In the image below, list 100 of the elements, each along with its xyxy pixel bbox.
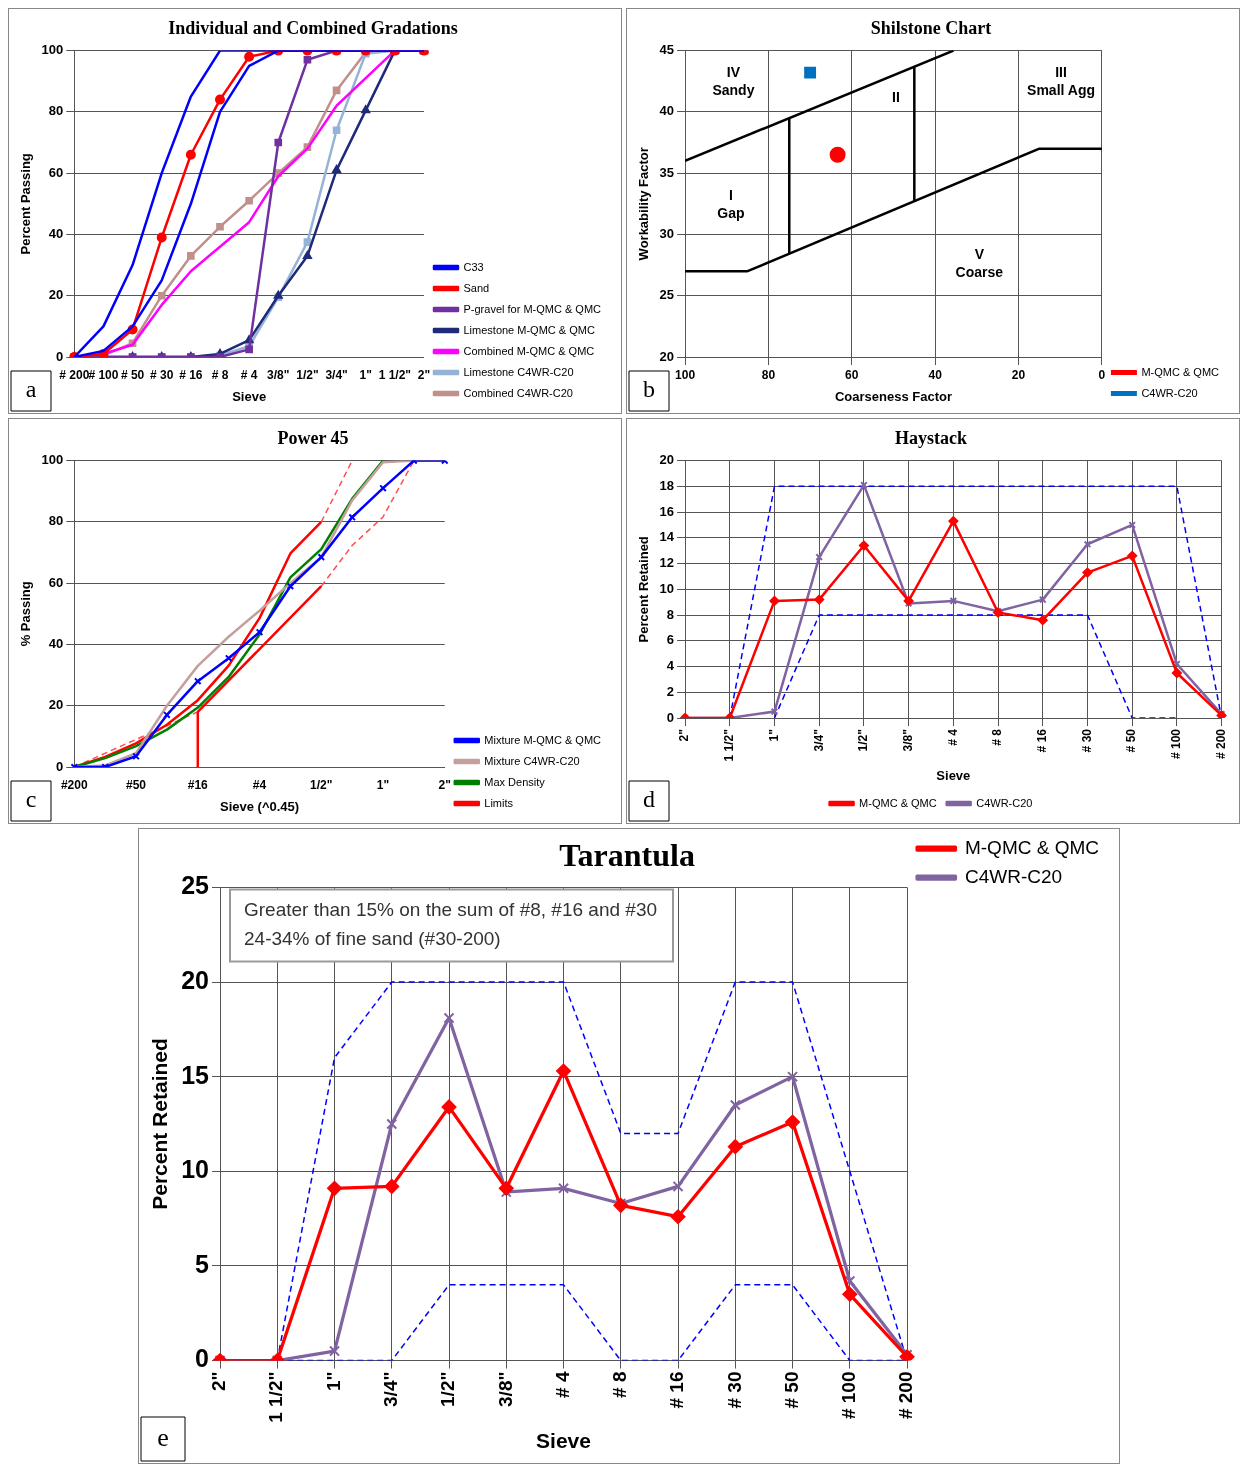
legend-label: Mixture C4WR-C20: [484, 754, 580, 767]
x-tick-label: # 8: [211, 367, 229, 382]
x-tick-label: # 30: [150, 367, 174, 382]
x-axis-title: Sieve: [936, 767, 971, 783]
y-tick-label: 0: [666, 709, 675, 725]
y-tick-label: 100: [41, 452, 64, 468]
x-tick-label: 1": [322, 1371, 344, 1392]
x-tick-label: # 16: [179, 367, 203, 382]
y-tick-label: 16: [659, 503, 675, 519]
x-tick-label: 1 1/2": [265, 1371, 287, 1423]
legend-label: Combined M-QMC & QMC: [463, 344, 595, 357]
x-tick-label: # 50: [120, 367, 145, 382]
y-tick-label: 10: [659, 580, 675, 596]
text: e: [157, 1422, 169, 1452]
y-tick-label: 60: [48, 574, 64, 590]
chart-title: Haystack: [895, 428, 967, 449]
x-tick-label: # 100: [1169, 728, 1184, 760]
legend-label: Limits: [484, 796, 514, 809]
annotation: Greater than 15% on the sum of #8, #16 and #30: [244, 899, 658, 921]
annotation: V Coarse: [955, 245, 1004, 280]
legend-label: M-QMC & QMC: [859, 796, 937, 809]
x-tick-label: 1": [376, 777, 390, 792]
y-tick-label: 20: [659, 452, 675, 468]
chart-title: Individual and Combined Gradations: [168, 18, 458, 39]
legend-label: C4WR-C20: [964, 865, 1063, 887]
x-tick-label: # 50: [780, 1371, 802, 1409]
x-tick-label: 2": [438, 777, 451, 792]
x-tick-label: 2": [417, 367, 431, 382]
y-tick-label: 18: [659, 477, 675, 493]
x-tick-label: 1": [359, 367, 372, 382]
x-tick-label: 20: [1011, 367, 1026, 382]
x-axis-title: Sieve (^0.45): [219, 798, 300, 814]
text: c: [25, 786, 37, 813]
x-tick-label: # 4: [240, 367, 258, 382]
x-tick-label: 1/2": [310, 777, 333, 792]
x-tick-label: 1 1/2": [378, 367, 412, 382]
legend-label: C4WR-C20: [976, 796, 1033, 809]
x-tick-label: #50: [126, 777, 147, 792]
legend-label: Limestone M-QMC & QMC: [463, 323, 595, 336]
legend-label: Max Density: [484, 775, 546, 788]
y-tick-label: 60: [48, 164, 64, 180]
x-tick-label: # 16: [1035, 728, 1050, 753]
legend-label: C4WR-C20: [1141, 386, 1198, 399]
y-tick-label: 8: [666, 606, 675, 622]
x-tick-label: #16: [187, 777, 209, 792]
y-tick-label: 6: [666, 632, 675, 648]
y-tick-label: 40: [48, 226, 64, 242]
x-tick-label: # 30: [723, 1371, 745, 1409]
x-axis-title: Sieve: [232, 388, 267, 404]
y-tick-label: 35: [659, 164, 675, 180]
y-tick-label: 14: [659, 529, 675, 545]
y-tick-label: 20: [659, 348, 675, 364]
x-tick-label: 0: [1098, 367, 1106, 382]
y-tick-label: 45: [659, 42, 675, 58]
x-tick-label: # 100: [838, 1371, 860, 1420]
y-tick-label: 15: [181, 1060, 210, 1089]
x-tick-label: #200: [60, 777, 88, 792]
text: a: [25, 376, 37, 403]
x-axis-title: Sieve: [536, 1429, 591, 1453]
y-tick-label: 100: [41, 42, 64, 58]
y-tick-label: 20: [181, 965, 210, 994]
y-tick-label: 0: [195, 1344, 210, 1373]
x-tick-label: 3/4": [325, 367, 348, 382]
annotation: III Small Agg: [1027, 64, 1096, 99]
x-tick-label: 1/2": [437, 1371, 459, 1407]
legend-label: M-QMC & QMC: [964, 836, 1100, 858]
chart-title: Tarantula: [559, 837, 695, 874]
legend-label: M-QMC & QMC: [1141, 365, 1220, 378]
x-tick-label: # 4: [945, 728, 960, 746]
legend-label: Combined C4WR-C20: [463, 386, 573, 399]
y-tick-label: 12: [659, 555, 675, 571]
x-tick-label: # 200: [59, 367, 90, 382]
text: b: [643, 376, 655, 403]
annotation: IV Sandy: [712, 64, 755, 99]
legend-label: P-gravel for M-QMC & QMC: [463, 302, 602, 315]
x-axis-title: Coarseness Factor: [834, 388, 953, 404]
y-tick-label: 20: [48, 697, 64, 713]
y-tick-label: 40: [659, 103, 675, 119]
x-tick-label: # 100: [88, 367, 119, 382]
x-tick-label: 1/2": [856, 729, 871, 752]
x-tick-label: # 50: [1124, 728, 1139, 753]
x-tick-label: 2": [208, 1371, 230, 1392]
x-tick-label: 1": [766, 729, 781, 742]
x-tick-label: # 8: [990, 728, 1005, 746]
x-tick-label: 1/2": [296, 367, 319, 382]
legend-label: Sand: [463, 281, 490, 294]
x-tick-label: # 8: [609, 1371, 631, 1398]
y-tick-label: 0: [56, 348, 64, 364]
x-tick-label: 3/4": [811, 729, 826, 752]
x-tick-label: # 16: [666, 1371, 688, 1409]
y-tick-label: 40: [48, 636, 64, 652]
x-tick-label: 60: [845, 367, 859, 382]
text: d: [643, 786, 655, 813]
y-axis-title: Workability Factor: [636, 147, 652, 261]
x-tick-label: 80: [761, 367, 776, 382]
y-tick-label: 20: [48, 287, 64, 303]
legend-label: C33: [463, 260, 484, 273]
x-tick-label: #4: [252, 777, 267, 792]
y-tick-label: 80: [48, 513, 64, 529]
y-tick-label: 4: [666, 658, 675, 674]
